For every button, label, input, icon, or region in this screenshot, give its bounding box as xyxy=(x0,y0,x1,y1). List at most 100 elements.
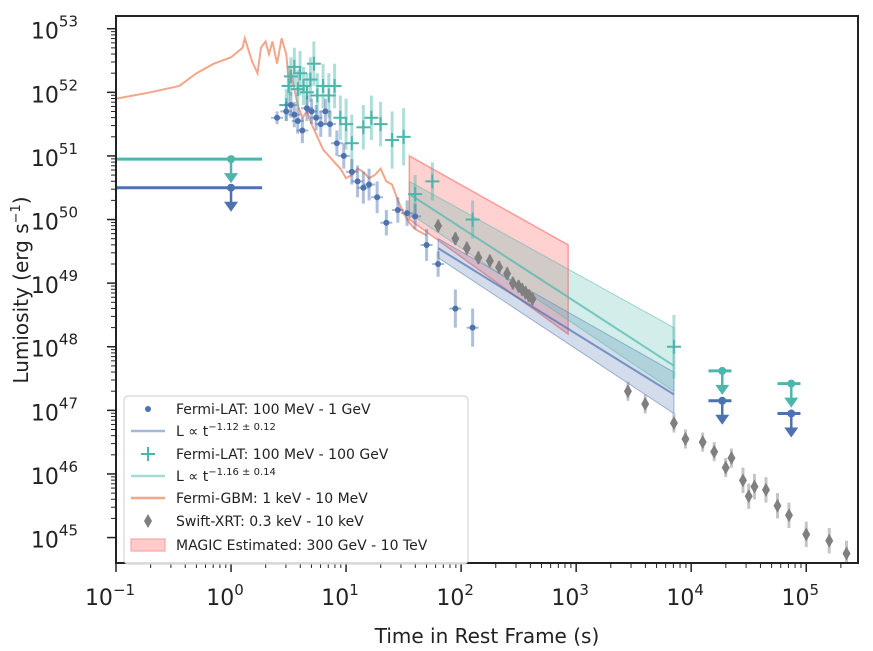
data-point xyxy=(337,143,350,169)
x-tick-label: 10−1 xyxy=(85,581,135,611)
lat-dot xyxy=(354,178,361,185)
xrt-diamond xyxy=(474,250,483,265)
legend-label: Swift-XRT: 0.3 keV - 10 keV xyxy=(176,514,364,530)
data-point xyxy=(451,231,460,246)
upper-limit-3 xyxy=(708,366,732,395)
data-point xyxy=(842,540,851,563)
ul-arrow xyxy=(784,397,799,408)
data-point xyxy=(495,260,504,275)
data-point xyxy=(344,114,359,172)
data-point xyxy=(296,66,311,106)
data-point xyxy=(293,50,308,96)
xrt-diamond xyxy=(802,527,811,542)
plot-area xyxy=(116,34,851,563)
data-point xyxy=(773,493,782,519)
data-point xyxy=(802,521,811,548)
x-tick-label: 101 xyxy=(321,581,359,611)
y-tick-label: 1053 xyxy=(31,13,78,45)
data-point xyxy=(641,394,650,414)
data-point xyxy=(698,432,707,452)
lat-dot xyxy=(435,261,442,268)
data-point xyxy=(727,448,736,468)
lat-dot xyxy=(360,184,367,191)
lat-dot xyxy=(291,111,298,118)
ul-arrow xyxy=(715,414,730,425)
y-tick-label: 1047 xyxy=(31,394,78,426)
data-point xyxy=(364,95,379,141)
xrt-diamond xyxy=(528,292,537,307)
lat-dot xyxy=(322,108,329,115)
data-point xyxy=(373,101,388,147)
data-point xyxy=(449,289,462,328)
data-point xyxy=(465,200,480,239)
upper-limit-1 xyxy=(116,155,263,184)
data-point xyxy=(351,165,364,198)
data-point xyxy=(327,63,342,109)
legend-box xyxy=(123,395,469,565)
data-point xyxy=(333,95,348,141)
data-point xyxy=(345,159,358,185)
x-axis: 10−1 100 101 102 103 104 105 xyxy=(85,563,842,611)
data-point xyxy=(305,98,318,125)
lat-dot xyxy=(452,305,459,312)
xrt-diamond xyxy=(750,479,759,494)
xrt-diamond xyxy=(721,460,730,475)
lat-dot xyxy=(394,206,401,213)
data-point xyxy=(321,73,336,118)
data-point xyxy=(356,105,371,150)
xrt-diamond xyxy=(681,431,690,446)
y-tick-label: 1048 xyxy=(31,331,78,363)
data-point xyxy=(391,197,404,223)
y-tick-label: 1051 xyxy=(31,140,78,172)
xrt-diamond xyxy=(698,435,707,450)
x-tick-label: 104 xyxy=(666,581,704,611)
xrt-diamond xyxy=(842,546,851,561)
data-point xyxy=(281,66,296,106)
data-point xyxy=(738,467,747,494)
fit-band-1 xyxy=(437,237,675,415)
data-point xyxy=(330,130,343,156)
y-tick-label: 1046 xyxy=(31,458,78,490)
data-point xyxy=(485,253,494,268)
xrt-diamond xyxy=(773,498,782,513)
legend-entry-lat1_points: Fermi-LAT: 100 MeV - 1 GeV xyxy=(145,402,371,418)
lat-dot xyxy=(326,121,333,128)
fit-line-2 xyxy=(408,193,675,367)
data-point xyxy=(287,47,302,86)
lat-dot xyxy=(412,213,419,220)
xrt-diamond xyxy=(761,482,770,497)
data-point xyxy=(357,171,370,204)
data-point xyxy=(750,473,759,500)
data-point xyxy=(666,314,681,379)
ul-arrow xyxy=(224,201,239,212)
data-point xyxy=(623,381,632,401)
lat-dot xyxy=(283,108,290,115)
xrt-diamond xyxy=(451,231,460,246)
lat-dot xyxy=(274,114,281,121)
x-axis-title: Time in Rest Frame (s) xyxy=(374,624,600,648)
data-point xyxy=(408,175,423,214)
data-point xyxy=(425,162,440,201)
lat-dot xyxy=(294,117,301,124)
data-point xyxy=(319,98,332,125)
data-point xyxy=(434,218,443,233)
legend-marker xyxy=(144,514,152,528)
lat-dot xyxy=(469,324,476,331)
xrt-diamond xyxy=(641,396,650,411)
xrt-diamond xyxy=(738,473,747,488)
data-point xyxy=(296,117,309,144)
xrt-diamond xyxy=(825,533,834,548)
upper-limit-4 xyxy=(708,396,732,425)
legend-entry-gbm: Fermi-GBM: 1 keV - 10 MeV xyxy=(131,491,368,507)
legend-marker xyxy=(145,406,151,412)
upper-limit-5 xyxy=(777,379,801,408)
xrt-diamond xyxy=(623,384,632,399)
lat-dot xyxy=(308,108,315,115)
legend-label: MAGIC Estimated: 300 GeV - 10 TeV xyxy=(176,538,428,554)
lat-dot xyxy=(287,102,294,109)
data-point xyxy=(474,250,483,265)
xrt-diamond xyxy=(485,253,494,268)
legend-marker xyxy=(130,538,166,552)
data-point xyxy=(291,108,304,134)
legend-entry-xrt: Swift-XRT: 0.3 keV - 10 keV xyxy=(144,514,364,530)
